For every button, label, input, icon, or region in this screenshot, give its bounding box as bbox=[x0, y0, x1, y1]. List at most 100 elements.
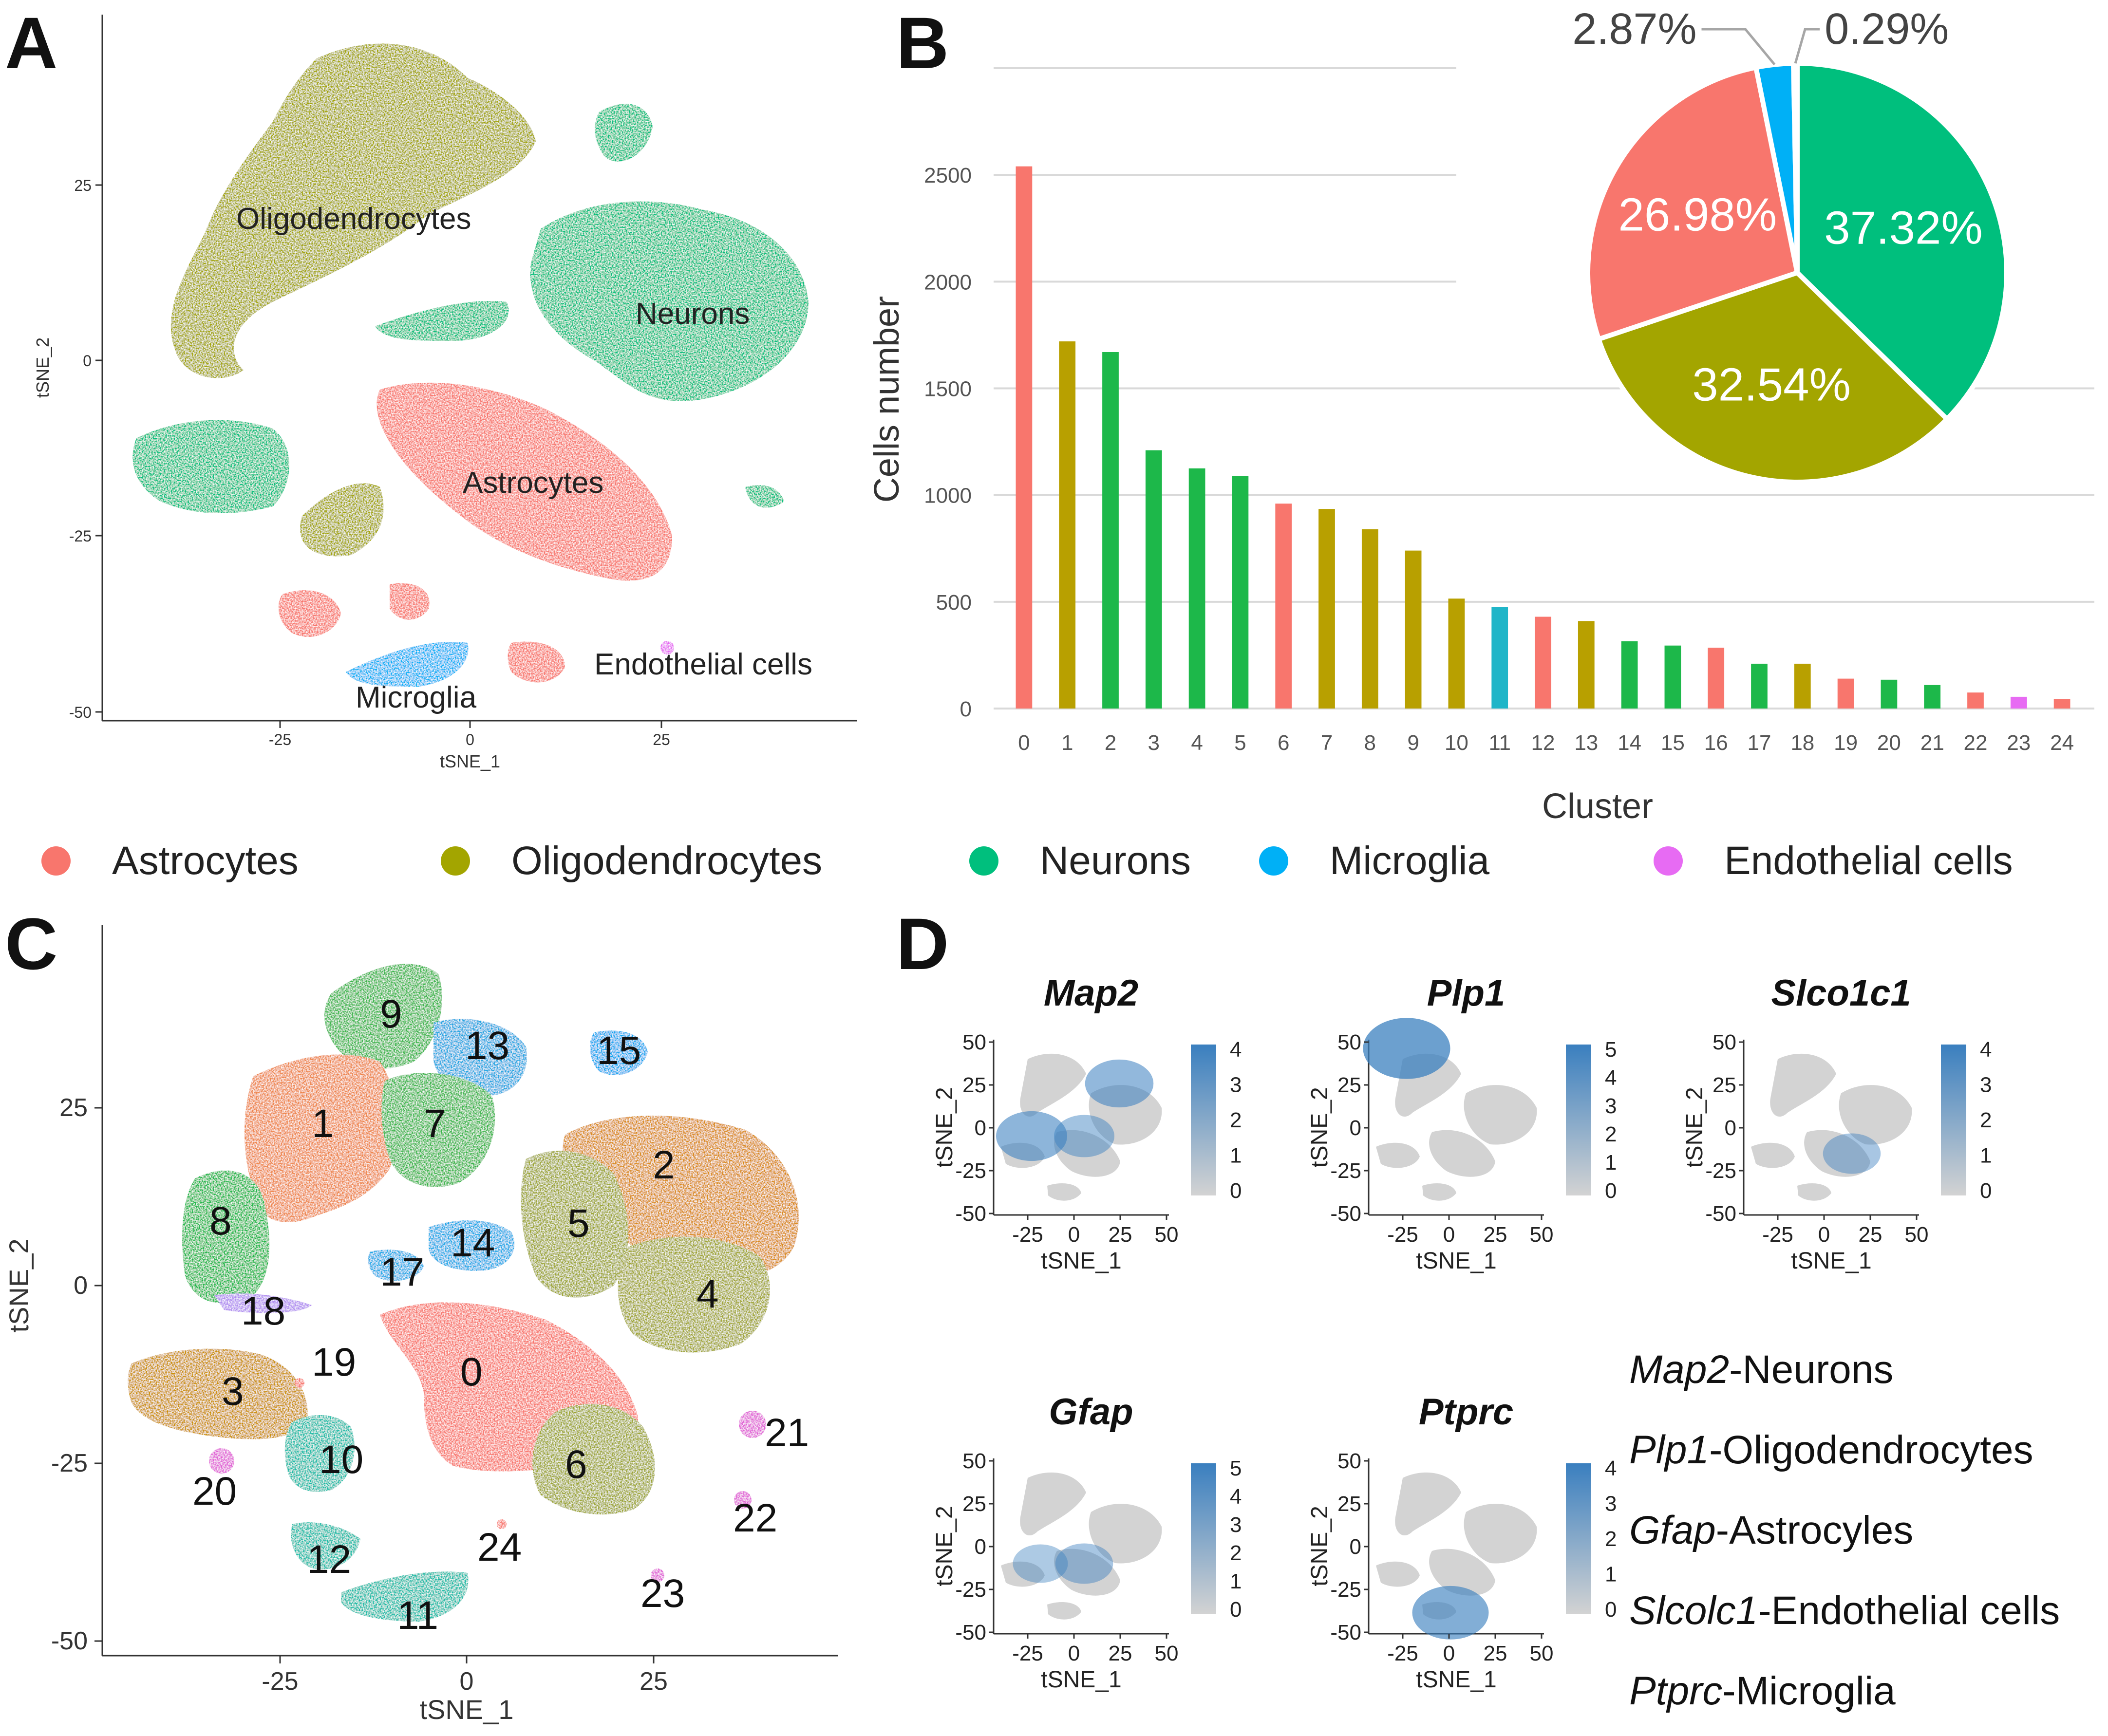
pie-labels: 37.32% 32.54% 26.98% 2.87% 0.29% bbox=[1572, 5, 1982, 411]
b-xtick: 17 bbox=[1748, 731, 1771, 755]
marker-slcolc1-type: -Endothelial cells bbox=[1758, 1588, 2060, 1633]
d-cell-cloud bbox=[1020, 1472, 1086, 1536]
d-xtick: 50 bbox=[1530, 1223, 1554, 1247]
bar-cluster-0 bbox=[1016, 166, 1033, 709]
d-xtick: 50 bbox=[1155, 1223, 1179, 1247]
c-num-24: 24 bbox=[477, 1525, 522, 1569]
d-ytick: 50 bbox=[1713, 1030, 1736, 1054]
bar-cluster-20 bbox=[1881, 679, 1898, 709]
d-colorbar-tick: 1 bbox=[1230, 1569, 1242, 1593]
bar-cluster-9 bbox=[1405, 550, 1422, 709]
d-colorbar-tick: 1 bbox=[1230, 1144, 1242, 1168]
c-xtick-3: 25 bbox=[640, 1667, 668, 1696]
d-colorbar-tick: 1 bbox=[1605, 1563, 1617, 1587]
d-ytick: -25 bbox=[1330, 1578, 1361, 1602]
d-ylabel: tSNE_2 bbox=[1307, 1087, 1333, 1167]
d-cell-cloud bbox=[1054, 1130, 1120, 1177]
bar-cluster-3 bbox=[1145, 450, 1162, 709]
marker-ptprc-type: -Microglia bbox=[1722, 1669, 1896, 1713]
cluster-17 bbox=[368, 1250, 424, 1281]
c-num-0: 0 bbox=[460, 1350, 483, 1394]
d-colorbar bbox=[1566, 1463, 1591, 1614]
a-label-oligodendrocytes: Oligodendrocytes bbox=[236, 202, 471, 236]
marker-slcolc1: Slcolc1-Endothelial cells bbox=[1629, 1588, 2060, 1633]
d-cell-cloud bbox=[1804, 1130, 1870, 1177]
a-ytick-3: -25 bbox=[69, 527, 92, 545]
bar-cluster-16 bbox=[1708, 648, 1725, 709]
b-xtick: 0 bbox=[1018, 731, 1030, 755]
b-yaxis-ticks: 0 500 1000 1500 2000 2500 bbox=[924, 164, 972, 721]
marker-gfap: Gfap-Astrocyles bbox=[1629, 1508, 1913, 1552]
c-ytick-3: -25 bbox=[51, 1449, 88, 1477]
d-cell-cloud bbox=[1797, 1183, 1831, 1201]
bar-cluster-12 bbox=[1535, 616, 1551, 709]
marker-plp1: Plp1-Oligodendrocytes bbox=[1629, 1428, 2033, 1472]
c-num-8: 8 bbox=[209, 1199, 232, 1243]
d-ytick: 25 bbox=[962, 1492, 986, 1516]
bar-cluster-18 bbox=[1794, 663, 1811, 709]
gene-title: Map2 bbox=[1044, 972, 1138, 1014]
pie-slice-astrocytes bbox=[1585, 64, 1800, 342]
d-colorbar-tick: 2 bbox=[1605, 1122, 1617, 1146]
feature-plot-map2: Map2 -25 0 25 50 50 25 0 -25 -50 tSNE_1 tSNE_2 4 3 2 1 0 bbox=[932, 972, 1242, 1274]
cluster-microglia-a bbox=[346, 642, 469, 687]
cluster-13 bbox=[433, 1019, 527, 1096]
d-xtick: 25 bbox=[1484, 1642, 1507, 1665]
b-xtick: 24 bbox=[2050, 731, 2074, 755]
d-xtick: 25 bbox=[1109, 1642, 1132, 1665]
d-ytick: -50 bbox=[955, 1202, 986, 1226]
d-ytick: 50 bbox=[1337, 1449, 1361, 1473]
a-xtick-2: 0 bbox=[466, 731, 474, 748]
d-colorbar-tick: 4 bbox=[1230, 1485, 1242, 1509]
cluster-20 bbox=[209, 1448, 234, 1474]
b-xtick: 8 bbox=[1364, 731, 1376, 755]
cluster-neurons-a bbox=[530, 201, 809, 401]
d-cell-cloud bbox=[1770, 1053, 1836, 1117]
d-ytick: 25 bbox=[1337, 1492, 1361, 1516]
panel-label-a: A bbox=[5, 2, 57, 84]
c-num-18: 18 bbox=[241, 1289, 285, 1333]
d-xtick: 50 bbox=[1155, 1642, 1179, 1665]
a-ytick-1: 25 bbox=[74, 177, 92, 194]
gene-title: Ptprc bbox=[1419, 1391, 1513, 1433]
cluster-14 bbox=[429, 1220, 515, 1271]
c-xlabel: tSNE_1 bbox=[420, 1694, 514, 1725]
a-label-microglia: Microglia bbox=[356, 681, 477, 714]
d-ylabel: tSNE_2 bbox=[932, 1506, 958, 1586]
marker-gfap-type: -Astrocyles bbox=[1716, 1508, 1914, 1552]
d-ytick: 0 bbox=[1350, 1535, 1361, 1559]
feature-plot-gfap: Gfap -25 0 25 50 50 25 0 -25 -50 tSNE_1 tSNE_2 5 4 3 2 1… bbox=[932, 1391, 1242, 1693]
b-xtick: 4 bbox=[1191, 731, 1203, 755]
c-num-4: 4 bbox=[696, 1272, 719, 1316]
d-colorbar-tick: 3 bbox=[1605, 1094, 1617, 1118]
cluster-10 bbox=[284, 1415, 355, 1492]
d-colorbar-tick: 5 bbox=[1230, 1456, 1242, 1480]
gene-title: Slco1c1 bbox=[1771, 972, 1911, 1014]
d-cell-cloud bbox=[1020, 1053, 1086, 1117]
pie-leader-microglia bbox=[1701, 28, 1776, 66]
b-xtick: 11 bbox=[1488, 731, 1511, 755]
b-xtick: 20 bbox=[1877, 731, 1901, 755]
legend-dot-astrocytes bbox=[41, 846, 71, 876]
b-xtick: 9 bbox=[1407, 731, 1419, 755]
a-ytick-4: -50 bbox=[69, 704, 92, 721]
c-num-20: 20 bbox=[192, 1469, 237, 1513]
b-xtick: 1 bbox=[1061, 731, 1073, 755]
c-xtick-2: 0 bbox=[460, 1667, 474, 1696]
d-cell-cloud bbox=[1047, 1602, 1081, 1620]
d-colorbar bbox=[1191, 1045, 1216, 1195]
c-num-14: 14 bbox=[451, 1221, 495, 1265]
d-cell-cloud bbox=[1376, 1142, 1420, 1168]
d-colorbar bbox=[1941, 1045, 1966, 1195]
legend-label-neurons: Neurons bbox=[1040, 839, 1191, 883]
d-colorbar-tick: 4 bbox=[1980, 1038, 1992, 1062]
d-ytick: 50 bbox=[1337, 1030, 1361, 1054]
b-xtick: 21 bbox=[1920, 731, 1944, 755]
b-xtick: 12 bbox=[1531, 731, 1555, 755]
feature-plot-plp1: Plp1 -25 0 25 50 50 25 0 -25 -50 tSNE_1 tSNE_2 5 4 3 2 1… bbox=[1307, 972, 1617, 1274]
b-xtick: 16 bbox=[1704, 731, 1728, 755]
d-xtick: -25 bbox=[1762, 1223, 1793, 1247]
d-cell-cloud bbox=[1089, 1504, 1162, 1564]
a-xlabel: tSNE_1 bbox=[440, 751, 500, 771]
